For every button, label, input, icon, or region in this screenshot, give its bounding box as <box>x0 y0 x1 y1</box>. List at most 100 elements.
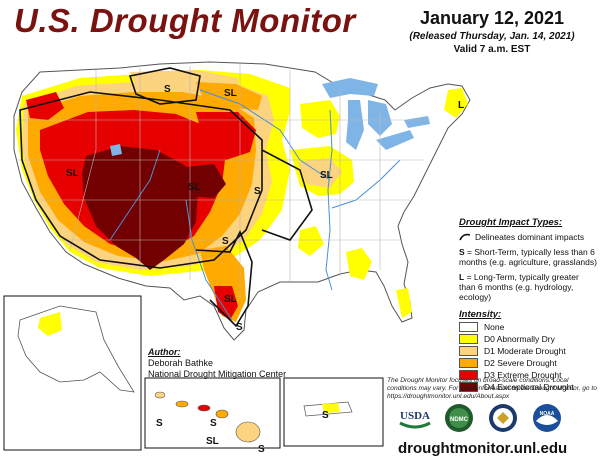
boundary-sl-west <box>19 91 263 269</box>
map-title: U.S. Drought Monitor <box>14 2 356 39</box>
lake-erie <box>376 130 414 150</box>
intensity-list: None D0 Abnormally Dry D1 Moderate Droug… <box>459 322 597 392</box>
label-sl-dakotas: SL <box>224 88 237 99</box>
valid-time: Valid 7 a.m. EST <box>453 44 531 55</box>
impact-line-icon <box>459 233 471 241</box>
boundary-montana <box>128 67 201 105</box>
author-header: Author: <box>148 347 181 357</box>
d4-colorado-region <box>176 164 226 198</box>
lake-ontario <box>404 116 430 128</box>
author-name: Deborah Bathke <box>148 358 214 368</box>
label-l-maine: L <box>458 100 464 111</box>
boundary-texas <box>195 230 253 328</box>
label-sl-colorado: SL <box>188 182 201 193</box>
intensity-item: D0 Abnormally Dry <box>459 334 597 344</box>
intensity-label: D4 Exceptional Drought <box>484 382 574 392</box>
d0-south-region <box>298 226 324 256</box>
impact-boundaries <box>19 67 313 328</box>
intensity-item: D1 Moderate Drought <box>459 346 597 356</box>
intensity-label: D0 Abnormally Dry <box>484 334 555 344</box>
short-term-note: S = Short-Term, typically less than 6 mo… <box>459 247 597 267</box>
intensity-swatch <box>459 382 478 392</box>
d0-midwest-region <box>300 100 340 138</box>
impact-line-label: Delineates dominant impacts <box>475 232 585 242</box>
intensity-swatch <box>459 322 478 332</box>
author-org: National Drought Mitigation Center <box>148 369 287 379</box>
label-s-puerto-rico: S <box>322 410 329 421</box>
d0-florida-region <box>396 288 412 318</box>
intensity-item: D3 Extreme Drought <box>459 370 597 380</box>
commerce-logo <box>486 403 520 433</box>
label-s-hawaii-big: S <box>258 444 265 455</box>
alaska-inset-frame <box>3 295 142 451</box>
label-s-hawaii-west: S <box>156 418 163 429</box>
usda-logo: USDA <box>398 403 432 433</box>
alaska-d0-region <box>38 312 62 336</box>
rio-grande <box>185 199 233 321</box>
label-sl-west: SL <box>66 168 79 179</box>
d3-colorado-region <box>196 112 256 160</box>
intensity-swatch <box>459 346 478 356</box>
release-date: (Released Thursday, Jan. 14, 2021) <box>409 31 575 42</box>
rivers <box>109 89 401 321</box>
hawaii-inset-frame <box>144 377 281 449</box>
long-term-text: = Long-Term, typically greater than 6 mo… <box>459 272 579 302</box>
state-lines <box>16 64 430 300</box>
d3-oregon-region <box>26 92 64 120</box>
puerto-rico-inset-frame <box>283 377 384 447</box>
water-bodies <box>110 78 430 156</box>
author-block: Author: Deborah Bathke National Drought … <box>148 347 286 380</box>
ndmc-logo: NDMC <box>442 403 476 433</box>
ohio-river <box>331 159 401 209</box>
d0-maine-region <box>444 88 468 118</box>
intensity-label: None <box>484 322 505 332</box>
intensity-swatch <box>459 370 478 380</box>
intensity-label: D3 Extreme Drought <box>484 370 562 380</box>
map-date: January 12, 2021 <box>419 8 565 28</box>
intensity-item: D4 Exceptional Drought <box>459 382 597 392</box>
d0-southeast-region <box>346 248 372 280</box>
website-url[interactable]: droughtmonitor.unl.edu <box>398 440 568 457</box>
legend: Drought Impact Types: Delineates dominan… <box>459 217 597 392</box>
label-s-montana: S <box>164 84 171 95</box>
date-block: January 12, 2021 (Released Thursday, Jan… <box>392 8 592 55</box>
usda-logo-text: USDA <box>400 410 430 422</box>
label-s-kansas: S <box>254 186 261 197</box>
intensity-label: D1 Moderate Drought <box>484 346 566 356</box>
short-term-text: = Short-Term, typically less than 6 mont… <box>459 247 597 267</box>
intensity-header: Intensity: <box>459 309 502 320</box>
noaa-logo: NOAA <box>530 403 564 433</box>
label-s-texas: S <box>236 322 243 333</box>
intensity-item: D2 Severe Drought <box>459 358 597 368</box>
disclaimer-text: The Drought Monitor focuses on broad-sca… <box>387 377 597 400</box>
lake-michigan <box>346 100 364 150</box>
long-term-key: L <box>459 272 465 282</box>
d2-northern-plains-region <box>196 82 262 110</box>
ndmc-logo-text: NDMC <box>450 417 469 423</box>
impact-line-row: Delineates dominant impacts <box>459 232 597 242</box>
great-salt-lake <box>110 144 122 156</box>
impact-types-header: Drought Impact Types: <box>459 217 563 228</box>
intensity-label: D2 Severe Drought <box>484 358 557 368</box>
puerto-rico-d0-region <box>322 403 340 413</box>
label-sl-hawaii: SL <box>206 436 219 447</box>
mississippi-river <box>325 109 333 291</box>
label-sl-iowa: SL <box>320 170 333 181</box>
alaska-inset <box>17 305 135 393</box>
lake-superior <box>322 78 378 98</box>
intensity-swatch <box>459 358 478 368</box>
intensity-item: None <box>459 322 597 332</box>
missouri-river <box>199 89 331 181</box>
hawaii-islands <box>154 391 261 443</box>
boundary-plains <box>261 149 313 241</box>
long-term-note: L = Long-Term, typically greater than 6 … <box>459 272 597 302</box>
label-s-hawaii-maui: S <box>210 418 217 429</box>
label-sl-texas: SL <box>224 294 237 305</box>
label-s-oklahoma: S <box>222 236 229 247</box>
noaa-logo-text: NOAA <box>540 411 555 417</box>
d3-texas-region <box>214 286 238 320</box>
intensity-swatch <box>459 334 478 344</box>
short-term-key: S <box>459 247 465 257</box>
agency-logos: USDA NDMC NOAA <box>398 403 574 433</box>
